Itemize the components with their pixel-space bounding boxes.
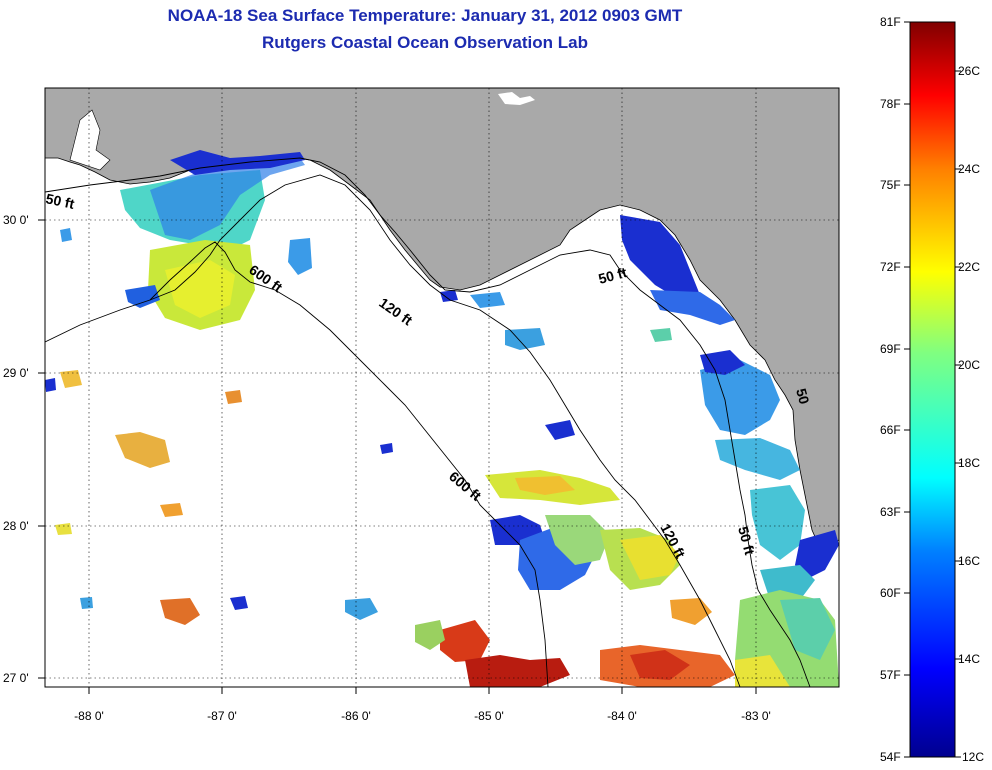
lat-tick-label: 27 0'	[3, 671, 29, 685]
colorbar-f-label: 57F	[880, 668, 901, 682]
colorbar-f-label: 54F	[880, 750, 901, 764]
lon-tick-label: -83 0'	[741, 709, 771, 723]
colorbar-f-label: 66F	[880, 423, 901, 437]
bathymetry-contours	[45, 157, 811, 687]
contour-600ft	[149, 241, 549, 687]
lat-tick-label: 30 0'	[3, 213, 29, 227]
land-lake	[498, 92, 535, 105]
title-line-2: Rutgers Coastal Ocean Observation Lab	[262, 33, 588, 52]
contour-label-50ft-ne: 50 ft	[597, 264, 629, 287]
colorbar-f-label: 69F	[880, 342, 901, 356]
bay-inlet	[69, 109, 111, 171]
map-frame	[44, 87, 840, 688]
colorbar-f-label: 60F	[880, 586, 901, 600]
colorbar-c-label: 20C	[958, 358, 980, 372]
colorbar	[909, 21, 956, 758]
contour-label-50-coast: 50	[793, 387, 813, 406]
colorbar-f-label: 81F	[880, 15, 901, 29]
colorbar-c-label: 12C	[962, 750, 984, 764]
colorbar-c-label: 14C	[958, 652, 980, 666]
colorbar-c-label: 18C	[958, 456, 980, 470]
colorbar-f-label: 75F	[880, 178, 901, 192]
contour-label-50ft-se: 50 ft	[735, 525, 758, 557]
lon-tick-label: -86 0'	[341, 709, 371, 723]
contour-label-50ft-nw: 50 ft	[44, 190, 76, 212]
land-mass	[45, 88, 839, 549]
lat-tick-label: 28 0'	[3, 519, 29, 533]
colorbar-f-label: 72F	[880, 260, 901, 274]
colorbar-ticks	[904, 21, 961, 758]
lon-tick-label: -87 0'	[207, 709, 237, 723]
lat-tick-label: 29 0'	[3, 366, 29, 380]
contour-50ft-north	[45, 157, 811, 687]
title-line-1: NOAA-18 Sea Surface Temperature: January…	[167, 6, 683, 25]
lon-tick-label: -84 0'	[607, 709, 637, 723]
colorbar-f-label: 63F	[880, 505, 901, 519]
lon-tick-label: -85 0'	[474, 709, 504, 723]
colorbar-c-label: 26C	[958, 64, 980, 78]
axis-ticks	[38, 219, 757, 694]
sst-data	[45, 150, 839, 687]
colorbar-c-label: 22C	[958, 260, 980, 274]
contour-120ft	[45, 174, 741, 687]
lon-tick-label: -88 0'	[74, 709, 104, 723]
colorbar-c-label: 16C	[958, 554, 980, 568]
colorbar-c-label: 24C	[958, 162, 980, 176]
colorbar-f-label: 78F	[880, 97, 901, 111]
graticule	[45, 88, 839, 687]
